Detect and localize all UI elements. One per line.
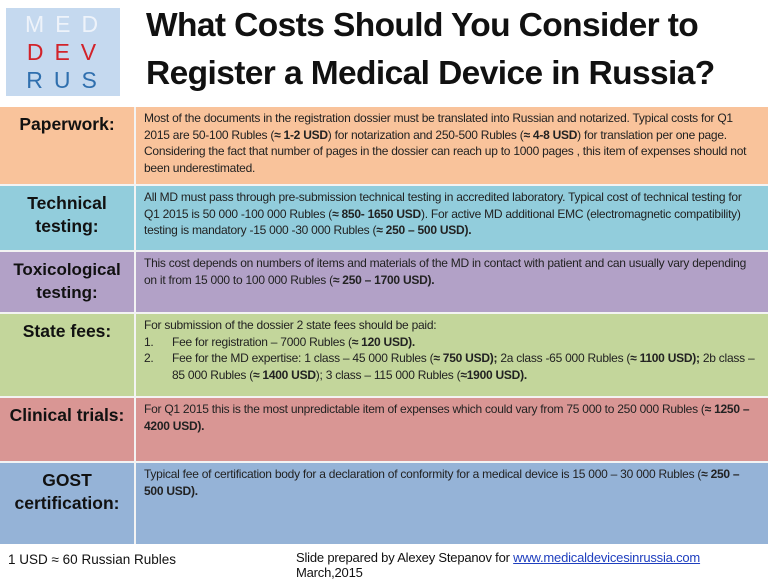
text-toxicological-testing: This cost depends on numbers of items an… xyxy=(136,252,768,312)
text-state-fees: For submission of the dossier 2 state fe… xyxy=(136,314,768,396)
usd-amount: ≈ 250 – 500 USD). xyxy=(144,467,740,498)
fee-item-expertise: 2. Fee for the MD expertise: 1 class – 4… xyxy=(144,350,760,383)
row-toxicological-testing: Toxicological testing: This cost depends… xyxy=(0,252,768,314)
state-fees-intro: For submission of the dossier 2 state fe… xyxy=(144,318,437,332)
row-paperwork: Paperwork: Most of the documents in the … xyxy=(0,107,768,186)
text-segment: ). For active MD additional EMC (electro… xyxy=(144,206,741,238)
title-line-1: What Costs Should You Consider to xyxy=(146,7,699,44)
label-line: testing: xyxy=(35,216,99,236)
text-segment: ); 3 class – 115 000 Rubles ( xyxy=(315,367,461,382)
text-segment: Most of the documents in the registratio… xyxy=(144,111,733,142)
label-clinical-trials: Clinical trials: xyxy=(0,398,136,461)
cost-table: Paperwork: Most of the documents in the … xyxy=(0,107,768,544)
row-clinical-trials: Clinical trials: For Q1 2015 this is the… xyxy=(0,398,768,463)
text-gost-certification: Typical fee of certification body for a … xyxy=(136,463,768,544)
text-segment: ). xyxy=(197,418,205,433)
text-clinical-trials: For Q1 2015 this is the most unpredictab… xyxy=(136,398,768,461)
logo-line-dev: DEV xyxy=(26,39,108,65)
text-segment: All MD must pass through pre-submission … xyxy=(144,190,742,221)
usd-amount: ≈ 120 USD). xyxy=(351,334,415,349)
logo-line-med: MED xyxy=(24,11,110,37)
slide-title: What Costs Should You Consider to Regist… xyxy=(146,2,766,98)
usd-amount: ≈ 1100 USD); xyxy=(630,351,700,365)
label-line: Toxicological xyxy=(13,260,121,279)
usd-amount: ≈ 750 USD); xyxy=(433,351,498,365)
usd-amount: ≈1900 USD). xyxy=(460,367,527,382)
exchange-rate-note: 1 USD ≈ 60 Russian Rubles xyxy=(8,552,176,567)
row-technical-testing: Technical testing: All MD must pass thro… xyxy=(0,186,768,252)
row-state-fees: State fees: For submission of the dossie… xyxy=(0,314,768,398)
label-line: GOST xyxy=(42,470,92,490)
state-fees-list: 1. Fee for registration – 7000 Rubles (≈… xyxy=(144,334,760,384)
label-line: certification: xyxy=(14,493,120,513)
usd-amount: ≈ 4-8 USD xyxy=(523,127,578,142)
label-line: testing: xyxy=(36,283,98,302)
usd-amount: ≈ 850- 1650 USD xyxy=(332,206,421,221)
text-segment: Fee for registration – 7000 Rubles ( xyxy=(172,334,352,349)
logo-line-rus: RUS xyxy=(26,67,108,93)
text-paperwork: Most of the documents in the registratio… xyxy=(136,107,768,184)
credit-prefix: Slide prepared by Alexey Stepanov for xyxy=(296,550,514,565)
text-segment: 2a class -65 000 Rubles ( xyxy=(497,351,631,365)
website-link[interactable]: www.medicaldevicesinrussia.com xyxy=(513,550,701,565)
label-technical-testing: Technical testing: xyxy=(0,186,136,250)
text-segment: 2b class – 85 000 Rubles ( xyxy=(172,351,755,382)
label-line: Technical xyxy=(27,193,107,213)
text-segment: ) for translation per one page. Consider… xyxy=(144,127,747,175)
row-gost-certification: GOST certification: Typical fee of certi… xyxy=(0,463,768,544)
text-segment: Fee for the MD expertise: 1 class – 45 0… xyxy=(172,351,434,365)
label-paperwork: Paperwork: xyxy=(0,107,136,184)
usd-amount: ≈ 1250 – 4200 USD xyxy=(144,402,750,433)
label-toxicological-testing: Toxicological testing: xyxy=(0,252,136,312)
logo: MED DEV RUS xyxy=(6,8,120,96)
label-gost-certification: GOST certification: xyxy=(0,463,136,544)
usd-amount: ≈ 1-2 USD xyxy=(274,127,328,142)
credit-date: March,2015 xyxy=(296,565,363,580)
usd-amount: ≈ 250 – 500 USD). xyxy=(376,223,472,237)
text-segment: ) for notarization and 250-500 Rubles ( xyxy=(327,127,524,142)
label-state-fees: State fees: xyxy=(0,314,136,396)
title-line-2: Register a Medical Device in Russia? xyxy=(146,55,715,92)
fee-item-registration: 1. Fee for registration – 7000 Rubles (≈… xyxy=(144,334,760,351)
usd-amount: ≈ 250 – 1700 USD). xyxy=(332,272,435,287)
list-number: 2. xyxy=(144,351,154,365)
text-segment: This cost depends on numbers of items an… xyxy=(144,256,747,287)
list-number: 1. xyxy=(144,334,154,349)
text-technical-testing: All MD must pass through pre-submission … xyxy=(136,186,768,250)
text-segment: For Q1 2015 this is the most unpredictab… xyxy=(144,402,705,416)
usd-amount: ≈ 1400 USD xyxy=(252,367,316,382)
text-segment: Typical fee of certification body for a … xyxy=(144,467,702,481)
